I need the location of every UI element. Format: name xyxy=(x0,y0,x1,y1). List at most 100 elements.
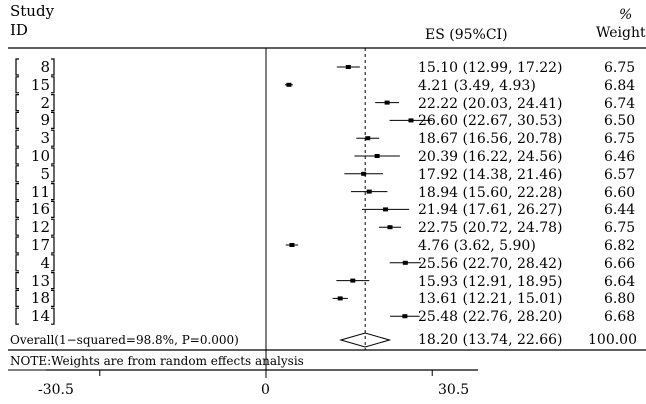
weight-text: 6.57 xyxy=(604,166,636,183)
weight-text: 6.64 xyxy=(604,273,636,290)
study-bracket-left xyxy=(15,183,19,201)
point-estimate xyxy=(350,278,356,283)
es-ci-text: 18.67 (16.56, 20.78) xyxy=(418,131,563,148)
study-bracket-right xyxy=(51,165,55,183)
es-ci-text: 15.10 (12.99, 17.22) xyxy=(418,60,563,76)
overall-diamond xyxy=(339,332,392,348)
study-bracket-left xyxy=(15,254,19,272)
point-estimate xyxy=(402,260,408,265)
note-text: NOTE:Weights are from random effects ana… xyxy=(10,354,304,368)
overall-label: Overall(1−squared=98.8%, P=0.000) xyxy=(10,333,239,347)
study-bracket-right xyxy=(51,200,55,218)
study-bracket-right xyxy=(51,289,55,307)
weight-header-line1: % xyxy=(619,7,633,23)
point-estimate xyxy=(408,118,414,123)
study-id: 18 xyxy=(30,289,50,308)
study-bracket-left xyxy=(15,94,19,112)
es-ci-text: 21.94 (17.61, 26.27) xyxy=(418,202,563,219)
study-bracket-right xyxy=(51,183,55,201)
study-bracket-left xyxy=(15,147,19,165)
x-tick-label-zero: 0 xyxy=(261,382,270,398)
study-bracket-left xyxy=(15,76,19,94)
weight-text: 6.44 xyxy=(604,202,636,219)
es-ci-text: 17.92 (14.38, 21.46) xyxy=(418,166,563,183)
study-bracket-right xyxy=(51,94,55,112)
study-header-line1: Study xyxy=(10,2,55,20)
study-bracket-right xyxy=(51,147,55,165)
study-bracket-left xyxy=(15,111,19,129)
overall-weight-text: 100.00 xyxy=(588,332,637,348)
study-id: 11 xyxy=(30,182,50,201)
study-id: 4 xyxy=(40,253,50,272)
x-tick-label-right: 30.5 xyxy=(438,382,470,398)
es-ci-text: 26.60 (22.67, 30.53) xyxy=(418,113,563,130)
study-id: 13 xyxy=(30,271,50,290)
study-bracket-left xyxy=(15,165,19,183)
es-ci-text: 4.21 (3.49, 4.93) xyxy=(418,77,536,94)
weight-text: 6.50 xyxy=(604,113,636,130)
point-estimate xyxy=(345,65,351,69)
study-bracket-right xyxy=(51,307,55,325)
point-estimate xyxy=(383,207,389,212)
es-ci-text: 13.61 (12.21, 15.01) xyxy=(418,291,563,308)
study-id: 12 xyxy=(30,218,50,237)
weight-text: 6.75 xyxy=(604,131,636,148)
es-ci-text: 22.22 (20.03, 24.41) xyxy=(418,95,563,112)
point-estimate xyxy=(289,243,295,247)
study-id: 2 xyxy=(40,93,50,112)
weight-text: 6.75 xyxy=(604,60,636,76)
study-bracket-right xyxy=(51,236,55,254)
study-bracket-right xyxy=(51,111,55,129)
weight-text: 6.74 xyxy=(604,95,636,112)
study-id: 16 xyxy=(30,200,50,219)
x-tick-label-left: -30.5 xyxy=(38,382,74,398)
weight-text: 6.84 xyxy=(604,77,636,94)
study-id: 15 xyxy=(30,75,50,94)
study-id: 10 xyxy=(30,147,50,165)
es-ci-text: 25.56 (22.70, 28.42) xyxy=(418,255,563,272)
point-estimate xyxy=(387,225,393,230)
point-estimate xyxy=(374,154,380,158)
study-bracket-left xyxy=(15,200,19,218)
study-bracket-left xyxy=(15,218,19,236)
study-header-line2: ID xyxy=(10,21,28,39)
study-id: 3 xyxy=(40,129,50,148)
study-bracket-right xyxy=(51,129,55,147)
es-ci-text: 25.48 (22.76, 28.20) xyxy=(418,309,563,326)
study-id: 8 xyxy=(40,58,50,76)
es-header: ES (95%CI) xyxy=(425,27,508,43)
study-bracket-left xyxy=(15,58,19,76)
study-bracket-left xyxy=(15,272,19,290)
weight-text: 6.82 xyxy=(604,238,636,254)
weight-header-line2: Weight xyxy=(596,25,646,41)
es-ci-text: 18.94 (15.60, 22.28) xyxy=(418,184,563,201)
study-bracket-left xyxy=(15,289,19,307)
weight-text: 6.75 xyxy=(604,220,636,237)
study-bracket-right xyxy=(51,272,55,290)
es-ci-text: 15.93 (12.91, 18.95) xyxy=(418,273,563,290)
study-bracket-right xyxy=(51,58,55,76)
es-ci-text: 22.75 (20.72, 24.78) xyxy=(418,220,563,237)
point-estimate xyxy=(365,136,371,141)
point-estimate xyxy=(337,296,343,301)
study-bracket-left xyxy=(15,236,19,254)
weight-text: 6.60 xyxy=(604,184,636,201)
point-estimate xyxy=(366,189,372,194)
overall-es-text: 18.20 (13.74, 22.66) xyxy=(418,332,563,348)
study-bracket-right xyxy=(51,254,55,272)
point-estimate xyxy=(286,82,292,87)
study-id: 5 xyxy=(40,164,50,183)
weight-text: 6.66 xyxy=(604,255,636,272)
weight-text: 6.80 xyxy=(604,291,636,308)
study-bracket-right xyxy=(51,218,55,236)
weight-text: 6.68 xyxy=(604,309,636,326)
study-id: 17 xyxy=(30,236,50,254)
point-estimate xyxy=(384,100,390,105)
study-id: 14 xyxy=(30,307,50,326)
study-bracket-left xyxy=(15,307,19,325)
study-id: 9 xyxy=(40,111,50,130)
es-ci-text: 4.76 (3.62, 5.90) xyxy=(418,238,536,254)
study-bracket-right xyxy=(51,76,55,94)
point-estimate xyxy=(361,171,367,176)
